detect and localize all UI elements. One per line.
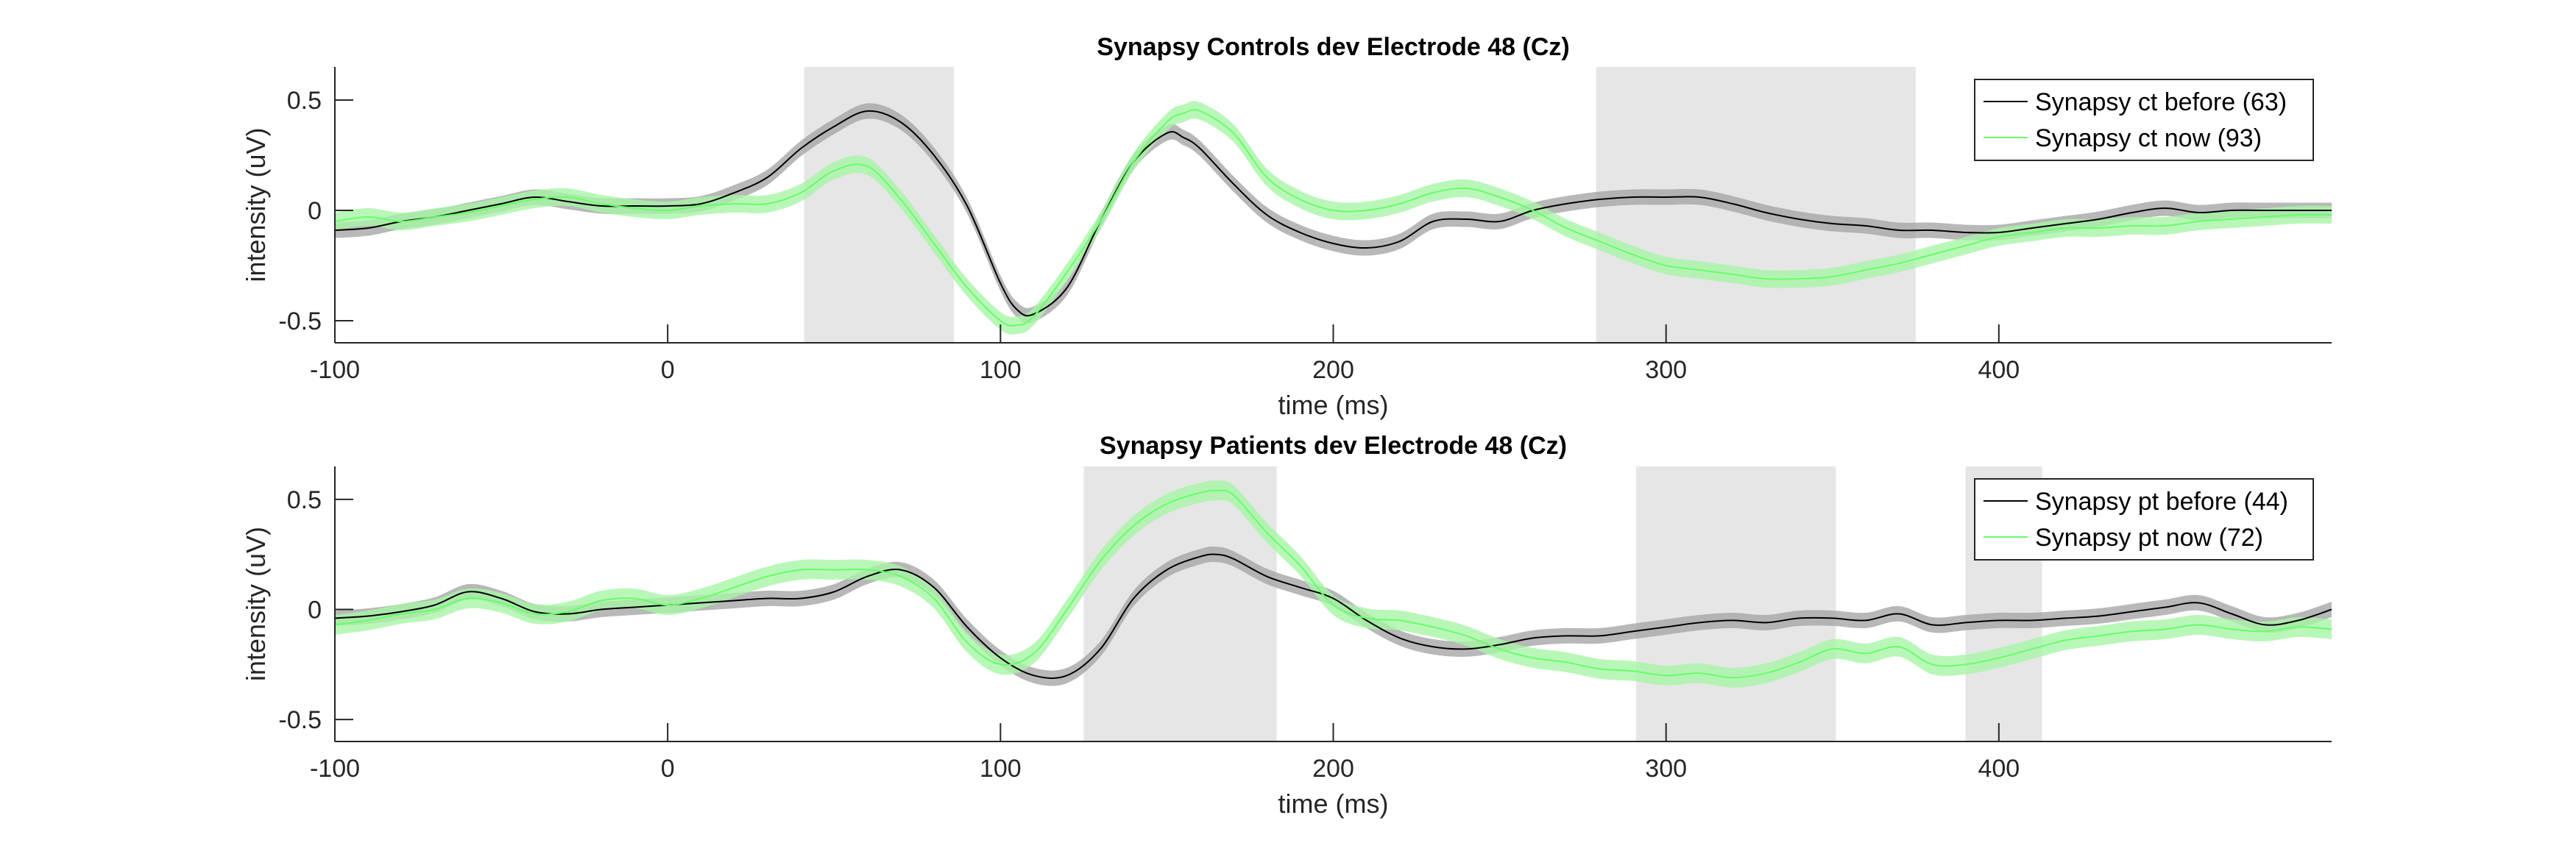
x-tick-label: 200 <box>1312 755 1354 783</box>
x-tick-label: -100 <box>310 356 360 384</box>
series-line-1 <box>335 489 2332 679</box>
y-tick-label: 0.5 <box>287 87 322 115</box>
y-tick-label: 0 <box>308 197 322 225</box>
x-tick-label: -100 <box>310 755 360 783</box>
legend-entry-0: Synapsy ct before (63) <box>2035 88 2287 116</box>
series-band-1 <box>335 480 2332 688</box>
chart-title: Synapsy Controls dev Electrode 48 (Cz) <box>1097 33 1569 61</box>
series-line-0 <box>335 110 2332 317</box>
legend: Synapsy ct before (63) Synapsy ct now (93… <box>1974 79 2314 161</box>
legend-box <box>1974 79 2314 161</box>
y-tick-label: 0.5 <box>287 486 322 514</box>
legend: Synapsy pt before (44) Synapsy pt now (72… <box>1974 478 2314 561</box>
x-axis-label: time (ms) <box>1278 390 1389 420</box>
x-tick-label: 100 <box>980 755 1022 783</box>
y-tick-label: -0.5 <box>278 307 322 335</box>
x-axis-label: time (ms) <box>1278 789 1389 819</box>
legend-entry-1: Synapsy ct now (93) <box>2035 124 2262 152</box>
series-line-1 <box>335 109 2332 327</box>
legend-entry-1: Synapsy pt now (72) <box>2035 524 2263 552</box>
x-tick-label: 400 <box>1978 755 2020 783</box>
x-tick-label: 300 <box>1645 755 1687 783</box>
y-tick-label: -0.5 <box>278 706 322 734</box>
y-tick-label: 0 <box>308 596 322 624</box>
legend-box <box>1974 478 2314 561</box>
y-axis-label: intensity (uV) <box>241 527 271 681</box>
shaded-window <box>1635 466 1836 741</box>
legend-entry-0: Synapsy pt before (44) <box>2035 488 2288 516</box>
plot-area <box>335 101 2332 335</box>
plot-area <box>335 480 2332 688</box>
x-tick-label: 0 <box>661 755 675 783</box>
chart-patients: -100 0 100 200 300 400 -0.5 0 0.5 Synapsy Patient… <box>241 432 2332 819</box>
y-axis-label: intensity (uV) <box>241 127 271 282</box>
chart-title: Synapsy Patients dev Electrode 48 (Cz) <box>1100 432 1567 460</box>
chart-controls: -100 0 100 200 300 400 -0.5 0 0.5 Synapsy Control… <box>241 33 2332 420</box>
x-tick-label: 200 <box>1312 356 1354 384</box>
x-tick-label: 100 <box>980 356 1022 384</box>
x-tick-label: 300 <box>1645 356 1687 384</box>
x-tick-label: 400 <box>1978 356 2020 384</box>
x-tick-label: 0 <box>661 356 675 384</box>
